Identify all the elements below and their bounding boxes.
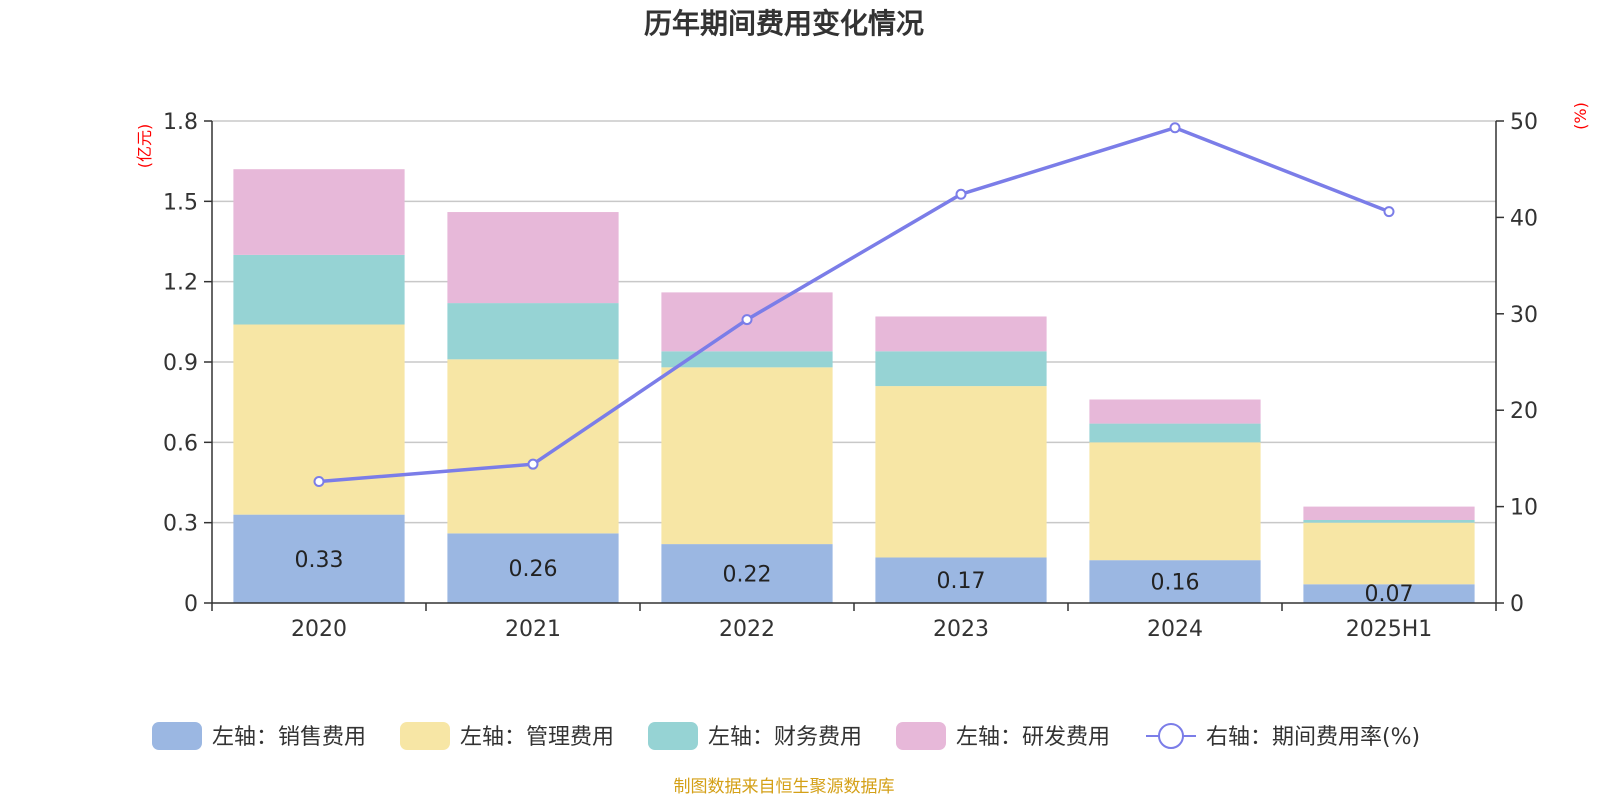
bar-management <box>1089 442 1261 561</box>
x-tick-label: 2022 <box>719 617 775 642</box>
bar-finance <box>447 303 619 360</box>
data-labels: 0.33 0.26 0.22 0.17 0.16 0.07 <box>295 548 1414 607</box>
rate-point <box>1383 206 1395 218</box>
bar-sales <box>1089 560 1261 603</box>
legend-label-sales: 左轴：销售费用 <box>212 725 366 750</box>
left-tick-label: 1.8 <box>163 110 198 135</box>
bars <box>233 169 1475 603</box>
bar-finance <box>875 351 1047 387</box>
bar-sales <box>1303 584 1475 603</box>
bar-management <box>875 386 1047 558</box>
legend-label-finance: 左轴：财务费用 <box>708 725 862 750</box>
x-tick-label: 2021 <box>505 617 561 642</box>
left-tick-label: 0 <box>184 592 198 617</box>
legend-label-rnd: 左轴：研发费用 <box>956 725 1110 750</box>
data-label-sales: 0.33 <box>295 548 344 573</box>
grid <box>212 120 1496 524</box>
bar-rnd <box>875 316 1047 352</box>
x-tick-label: 2020 <box>291 617 347 642</box>
left-tick-label: 0.6 <box>163 431 198 456</box>
rate-point <box>527 458 539 470</box>
bar-sales <box>875 557 1047 603</box>
bar-rnd <box>447 212 619 304</box>
bar-rnd <box>233 169 405 255</box>
data-label-sales: 0.16 <box>1151 571 1200 596</box>
bar-rnd <box>1089 399 1261 424</box>
rate-point <box>741 314 753 326</box>
legend: 左轴：销售费用 左轴：管理费用 左轴：财务费用 左轴：研发费用 右轴：期间费用率(%) <box>152 722 1420 750</box>
bar-rnd <box>1303 506 1475 520</box>
rate-point <box>955 188 967 200</box>
legend-swatch-sales <box>152 722 202 750</box>
left-tick-label: 1.5 <box>163 190 198 215</box>
bar-sales <box>447 533 619 603</box>
data-label-sales: 0.07 <box>1365 582 1414 607</box>
data-label-sales: 0.17 <box>937 569 986 594</box>
right-tick-label: 20 <box>1510 399 1538 424</box>
left-tick-label: 1.2 <box>163 271 198 296</box>
chart-title: 历年期间费用变化情况 <box>644 7 924 40</box>
bar-finance <box>233 254 405 325</box>
left-tick-label: 0.3 <box>163 512 198 537</box>
source-note: 制图数据来自恒生聚源数据库 <box>674 777 895 797</box>
x-tick-label: 2024 <box>1147 617 1203 642</box>
legend-swatch-rnd <box>896 722 946 750</box>
bar-finance <box>1303 519 1475 523</box>
bar-management <box>447 359 619 534</box>
bar-management <box>661 367 833 545</box>
rate-point <box>313 476 325 488</box>
rate-series-line <box>318 125 1390 484</box>
right-tick-label: 10 <box>1510 496 1538 521</box>
x-tick-label: 2023 <box>933 617 989 642</box>
right-tick-label: 40 <box>1510 206 1538 231</box>
right-tick-label: 50 <box>1510 110 1538 135</box>
legend-label-management: 左轴：管理费用 <box>460 725 614 750</box>
rate-line <box>313 122 1395 488</box>
bar-sales <box>661 544 833 603</box>
left-tick-label: 0.9 <box>163 351 198 376</box>
data-label-sales: 0.26 <box>509 557 558 582</box>
legend-label-rate: 右轴：期间费用率(%) <box>1206 725 1420 750</box>
rate-point <box>1169 122 1181 134</box>
legend-swatch-management <box>400 722 450 750</box>
bar-management <box>1303 522 1475 585</box>
data-label-sales: 0.22 <box>723 563 772 588</box>
bar-sales <box>233 514 405 603</box>
bar-finance <box>661 351 833 368</box>
left-axis-unit: (亿元) <box>135 124 154 169</box>
bar-finance <box>1089 423 1261 443</box>
right-axis-unit: (%) <box>1571 102 1590 130</box>
legend-swatch-rate-marker <box>1158 723 1184 749</box>
x-tick-label: 2025H1 <box>1346 617 1433 642</box>
right-tick-label: 30 <box>1510 303 1538 328</box>
right-tick-label: 0 <box>1510 592 1524 617</box>
legend-swatch-finance <box>648 722 698 750</box>
axes: 0 0.3 0.6 0.9 1.2 1.5 1.8 0 10 20 30 40 50 2020 2021 20… <box>163 110 1538 642</box>
